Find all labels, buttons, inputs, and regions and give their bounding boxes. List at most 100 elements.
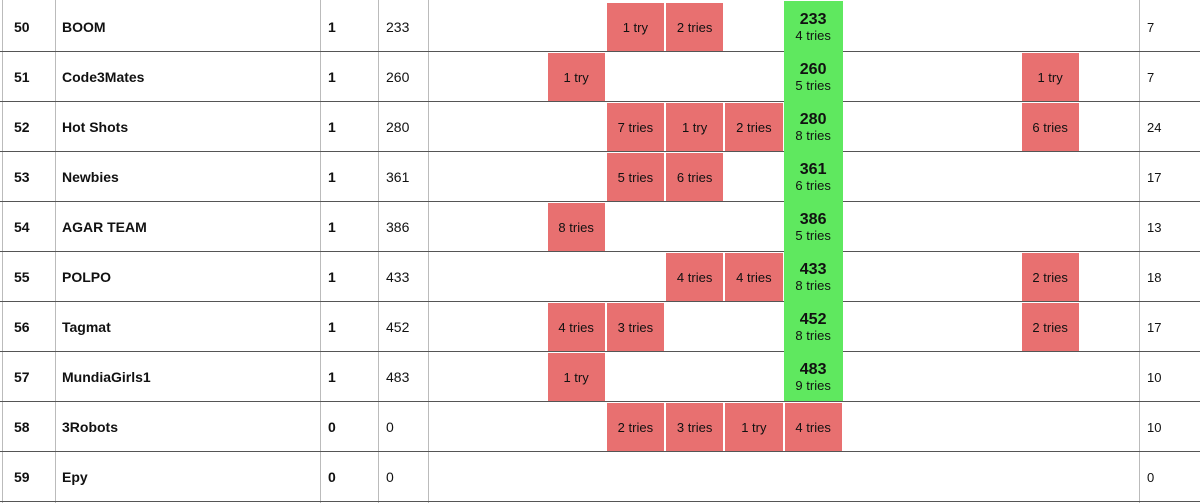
solved: 1 <box>328 19 336 35</box>
solved-cell: 361 6 tries <box>783 151 843 202</box>
penalty-time: 233 <box>386 19 410 35</box>
attempts: 10 <box>1147 369 1162 385</box>
cell-tries: 8 tries <box>795 327 831 343</box>
cell-score: 452 <box>799 310 827 328</box>
solved-cell: 260 5 tries <box>783 51 843 102</box>
team-name: Code3Mates <box>62 69 145 85</box>
solved: 1 <box>328 219 336 235</box>
solved-cell: 433 8 tries <box>783 251 843 302</box>
cell-tries: 3 tries <box>617 319 654 335</box>
team-name: Hot Shots <box>62 119 129 135</box>
cell-tries: 2 tries <box>736 119 772 135</box>
cell-tries: 1 try <box>563 369 589 385</box>
cell-score: 433 <box>799 260 827 278</box>
cell-tries: 4 tries <box>736 269 772 285</box>
solved: 1 <box>328 119 336 135</box>
failed-cell: 2 tries <box>1021 253 1079 301</box>
cell-tries: 1 try <box>1037 69 1063 85</box>
penalty-time: 260 <box>386 69 410 85</box>
solved: 0 <box>328 469 336 485</box>
cell-tries: 5 tries <box>795 227 831 243</box>
solved-cell: 280 8 tries <box>783 101 843 152</box>
attempts: 18 <box>1147 269 1162 285</box>
cell-tries: 2 tries <box>617 419 654 435</box>
failed-cell: 1 try <box>547 53 605 101</box>
rank: 56 <box>14 319 30 335</box>
cell-tries: 2 tries <box>1032 269 1068 285</box>
penalty-time: 433 <box>386 269 410 285</box>
row-border <box>0 351 1200 352</box>
cell-score: 386 <box>799 210 827 228</box>
team-name: Newbies <box>62 169 119 185</box>
failed-cell: 4 tries <box>784 403 842 451</box>
failed-cell: 6 tries <box>666 153 724 201</box>
cell-tries: 1 try <box>741 419 767 435</box>
failed-cell: 3 tries <box>666 403 724 451</box>
cell-tries: 3 tries <box>676 419 713 435</box>
penalty-time: 483 <box>386 369 410 385</box>
rank: 51 <box>14 69 30 85</box>
failed-cell: 1 try <box>725 403 783 451</box>
row-border <box>0 151 1200 152</box>
failed-cell: 1 try <box>1021 53 1079 101</box>
cell-score: 483 <box>799 360 827 378</box>
cell-score: 280 <box>799 110 827 128</box>
failed-cell: 4 tries <box>547 303 605 351</box>
attempts: 17 <box>1147 319 1162 335</box>
team-name: Epy <box>62 469 88 485</box>
row-border <box>0 51 1200 52</box>
rank: 55 <box>14 269 30 285</box>
failed-cell: 6 tries <box>1021 103 1079 151</box>
attempts: 0 <box>1147 469 1155 485</box>
team-name: Tagmat <box>62 319 111 335</box>
row-border <box>0 301 1200 302</box>
failed-cell: 4 tries <box>725 253 783 301</box>
penalty-time: 452 <box>386 319 410 335</box>
attempts: 10 <box>1147 419 1162 435</box>
cell-tries: 4 tries <box>558 319 594 335</box>
team-name: AGAR TEAM <box>62 219 147 235</box>
solved-cell: 386 5 tries <box>783 201 843 252</box>
failed-cell: 1 try <box>606 3 664 51</box>
penalty-time: 280 <box>386 119 410 135</box>
cell-score: 361 <box>799 160 827 178</box>
cell-tries: 2 tries <box>1032 319 1068 335</box>
cell-tries: 6 tries <box>795 177 831 193</box>
solved: 1 <box>328 169 336 185</box>
solved-cell: 483 9 tries <box>783 351 843 402</box>
row-border <box>0 101 1200 102</box>
attempts: 24 <box>1147 119 1162 135</box>
rank: 50 <box>14 19 30 35</box>
solved: 1 <box>328 369 336 385</box>
rank: 57 <box>14 369 30 385</box>
cell-tries: 1 try <box>681 119 708 135</box>
attempts: 17 <box>1147 169 1162 185</box>
cell-tries: 5 tries <box>617 169 654 185</box>
row-border <box>0 251 1200 252</box>
penalty-time: 361 <box>386 169 410 185</box>
cell-tries: 4 tries <box>795 27 831 43</box>
row-border <box>0 501 1200 502</box>
cell-tries: 8 tries <box>795 277 831 293</box>
failed-cell: 4 tries <box>666 253 724 301</box>
attempts: 13 <box>1147 219 1162 235</box>
team-name: MundiaGirls1 <box>62 369 151 385</box>
failed-cell: 5 tries <box>606 153 664 201</box>
rank: 52 <box>14 119 30 135</box>
failed-cell: 1 try <box>547 353 605 401</box>
row-border <box>0 401 1200 402</box>
cell-tries: 8 tries <box>558 219 594 235</box>
team-name: POLPO <box>62 269 112 285</box>
rank: 59 <box>14 469 30 485</box>
solved-cell: 233 4 tries <box>783 1 843 52</box>
team-name: 3Robots <box>62 419 118 435</box>
penalty-time: 0 <box>386 419 394 435</box>
failed-cell: 8 tries <box>547 203 605 251</box>
penalty-time: 0 <box>386 469 394 485</box>
rank: 53 <box>14 169 30 185</box>
failed-cell: 7 tries <box>606 103 664 151</box>
penalty-time: 386 <box>386 219 410 235</box>
solved: 1 <box>328 69 336 85</box>
attempts: 7 <box>1147 69 1155 85</box>
